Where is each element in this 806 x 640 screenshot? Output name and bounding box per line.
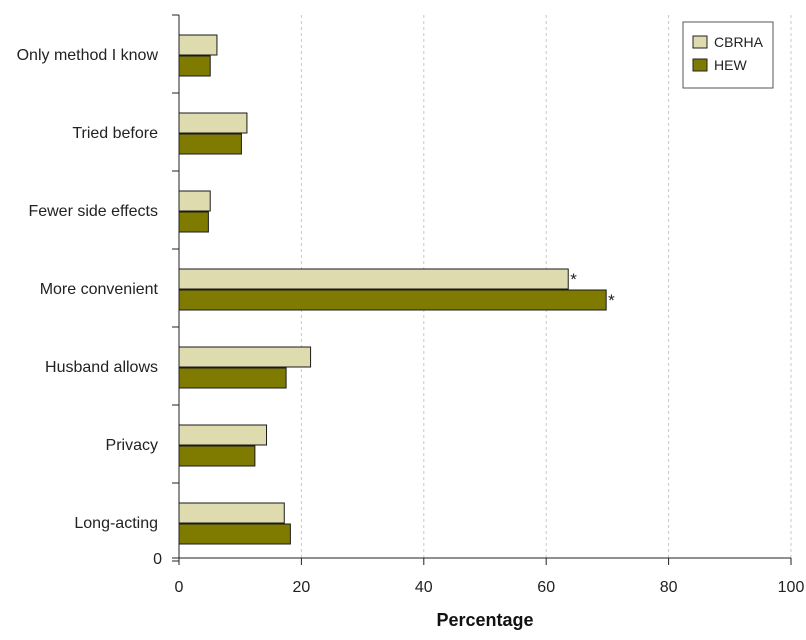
x-tick-label: 80 [660, 579, 678, 596]
bars [178, 34, 607, 545]
bar-cbrha-3 [178, 268, 569, 290]
legend-swatch-cbrha [692, 35, 708, 49]
x-tick-label: 60 [537, 579, 555, 596]
x-tick-label: 20 [293, 579, 311, 596]
y-tick-label: Long-acting [74, 515, 158, 532]
y-tick-label: More convenient [40, 281, 159, 298]
bar-hew-3 [178, 289, 607, 311]
legend-label-hew: HEW [714, 57, 747, 73]
x-tick-label: 100 [778, 579, 805, 596]
bar-hew-4 [178, 367, 287, 389]
legend-label-cbrha: CBRHA [714, 34, 764, 50]
bar-cbrha-6 [178, 502, 285, 524]
y-tick-label: Husband allows [45, 359, 158, 376]
axes [172, 14, 792, 565]
bar-cbrha-0 [178, 34, 218, 56]
y-tick-label: Fewer side effects [28, 203, 158, 220]
x-tick-label: 40 [415, 579, 433, 596]
significance-marker: * [570, 270, 577, 289]
y-origin-label: 0 [153, 551, 162, 568]
bar-hew-0 [178, 55, 211, 77]
bar-cbrha-5 [178, 424, 268, 446]
bar-hew-5 [178, 445, 256, 467]
labels: Only method I know Tried before Fewer side… [17, 47, 805, 630]
bar-hew-2 [178, 211, 209, 233]
x-tick-label: 0 [175, 579, 184, 596]
bar-hew-6 [178, 523, 291, 545]
x-axis-title: Percentage [436, 610, 533, 630]
legend: CBRHA HEW [682, 21, 774, 89]
bar-cbrha-2 [178, 190, 211, 212]
y-tick-label: Privacy [106, 437, 158, 454]
legend-box [682, 21, 774, 89]
significance-marker: * [608, 291, 615, 310]
legend-swatch-hew [692, 58, 708, 72]
y-tick-label: Tried before [72, 125, 158, 142]
bar-cbrha-4 [178, 346, 312, 368]
bar-cbrha-1 [178, 112, 248, 134]
bar-hew-1 [178, 133, 242, 155]
y-tick-label: Only method I know [17, 47, 159, 64]
